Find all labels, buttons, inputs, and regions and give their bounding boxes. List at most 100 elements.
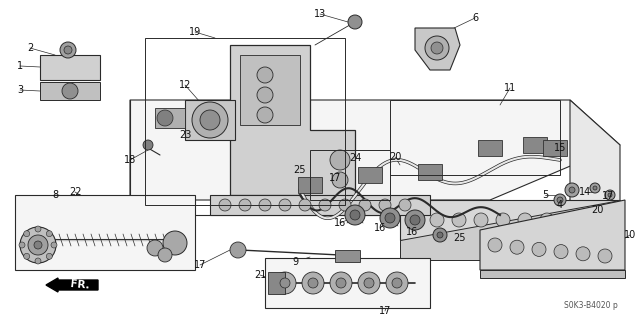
Text: 25: 25 xyxy=(294,165,307,175)
Text: 21: 21 xyxy=(254,270,266,280)
Circle shape xyxy=(385,213,395,223)
Polygon shape xyxy=(523,137,547,153)
Text: 11: 11 xyxy=(504,83,516,93)
Text: 18: 18 xyxy=(124,155,136,165)
Circle shape xyxy=(532,242,546,256)
Circle shape xyxy=(158,248,172,262)
Circle shape xyxy=(332,172,348,188)
Circle shape xyxy=(60,42,76,58)
Circle shape xyxy=(192,102,228,138)
Text: 17: 17 xyxy=(602,191,614,201)
Text: 14: 14 xyxy=(579,187,591,197)
Text: 25: 25 xyxy=(454,233,467,243)
Circle shape xyxy=(576,247,590,261)
Text: 22: 22 xyxy=(68,187,81,197)
Circle shape xyxy=(35,258,41,264)
Text: 19: 19 xyxy=(189,27,201,37)
Circle shape xyxy=(380,208,400,228)
Circle shape xyxy=(433,228,447,242)
Polygon shape xyxy=(400,200,620,240)
Text: 24: 24 xyxy=(349,153,361,163)
Text: 9: 9 xyxy=(292,257,298,267)
Circle shape xyxy=(35,226,41,232)
Circle shape xyxy=(279,199,291,211)
Text: S0K3-B4020 p: S0K3-B4020 p xyxy=(564,301,618,310)
Polygon shape xyxy=(480,270,625,278)
Polygon shape xyxy=(570,100,620,215)
Circle shape xyxy=(200,110,220,130)
Circle shape xyxy=(474,213,488,227)
Circle shape xyxy=(339,199,351,211)
Text: 13: 13 xyxy=(314,9,326,19)
Polygon shape xyxy=(265,258,430,308)
Text: 20: 20 xyxy=(389,152,401,162)
Circle shape xyxy=(280,278,290,288)
Circle shape xyxy=(386,272,408,294)
Circle shape xyxy=(257,67,273,83)
Circle shape xyxy=(259,199,271,211)
Circle shape xyxy=(410,215,420,225)
Circle shape xyxy=(399,199,411,211)
Polygon shape xyxy=(210,195,430,215)
Text: 17: 17 xyxy=(329,173,341,183)
Polygon shape xyxy=(543,140,567,156)
Circle shape xyxy=(540,213,554,227)
Text: 16: 16 xyxy=(406,227,418,237)
Circle shape xyxy=(392,278,402,288)
Circle shape xyxy=(554,245,568,259)
Circle shape xyxy=(147,240,163,256)
Polygon shape xyxy=(268,272,285,294)
Polygon shape xyxy=(230,45,355,205)
Text: 17: 17 xyxy=(379,306,391,316)
Circle shape xyxy=(64,46,72,54)
Circle shape xyxy=(584,213,598,227)
Text: 3: 3 xyxy=(17,85,23,95)
Circle shape xyxy=(308,278,318,288)
Polygon shape xyxy=(478,140,502,156)
Polygon shape xyxy=(130,100,620,200)
Circle shape xyxy=(219,199,231,211)
Circle shape xyxy=(608,193,612,197)
Circle shape xyxy=(24,231,29,237)
Circle shape xyxy=(46,231,52,237)
Circle shape xyxy=(557,197,563,203)
Text: 5: 5 xyxy=(542,190,548,200)
Circle shape xyxy=(230,242,246,258)
Text: 23: 23 xyxy=(179,130,191,140)
Circle shape xyxy=(330,272,352,294)
Circle shape xyxy=(565,183,579,197)
Polygon shape xyxy=(185,100,235,140)
Circle shape xyxy=(274,272,296,294)
Circle shape xyxy=(437,232,443,238)
Circle shape xyxy=(593,186,597,190)
Polygon shape xyxy=(40,55,100,80)
Polygon shape xyxy=(298,177,322,193)
Circle shape xyxy=(302,272,324,294)
Text: FR.: FR. xyxy=(70,279,90,291)
Circle shape xyxy=(358,272,380,294)
Text: 15: 15 xyxy=(554,143,566,153)
Circle shape xyxy=(408,213,422,227)
Circle shape xyxy=(157,110,173,126)
Circle shape xyxy=(348,15,362,29)
Circle shape xyxy=(562,213,576,227)
Circle shape xyxy=(257,87,273,103)
FancyArrow shape xyxy=(46,278,98,292)
Circle shape xyxy=(330,150,350,170)
Polygon shape xyxy=(335,250,360,262)
Circle shape xyxy=(24,253,29,259)
Text: 16: 16 xyxy=(374,223,386,233)
Circle shape xyxy=(425,36,449,60)
Circle shape xyxy=(431,42,443,54)
Polygon shape xyxy=(415,28,460,70)
Circle shape xyxy=(345,205,365,225)
Circle shape xyxy=(51,242,57,248)
Text: 8: 8 xyxy=(52,190,58,200)
Circle shape xyxy=(239,199,251,211)
Circle shape xyxy=(19,242,25,248)
Circle shape xyxy=(46,253,52,259)
Circle shape xyxy=(319,199,331,211)
Circle shape xyxy=(34,241,42,249)
Text: 6: 6 xyxy=(472,13,478,23)
Polygon shape xyxy=(418,164,442,180)
